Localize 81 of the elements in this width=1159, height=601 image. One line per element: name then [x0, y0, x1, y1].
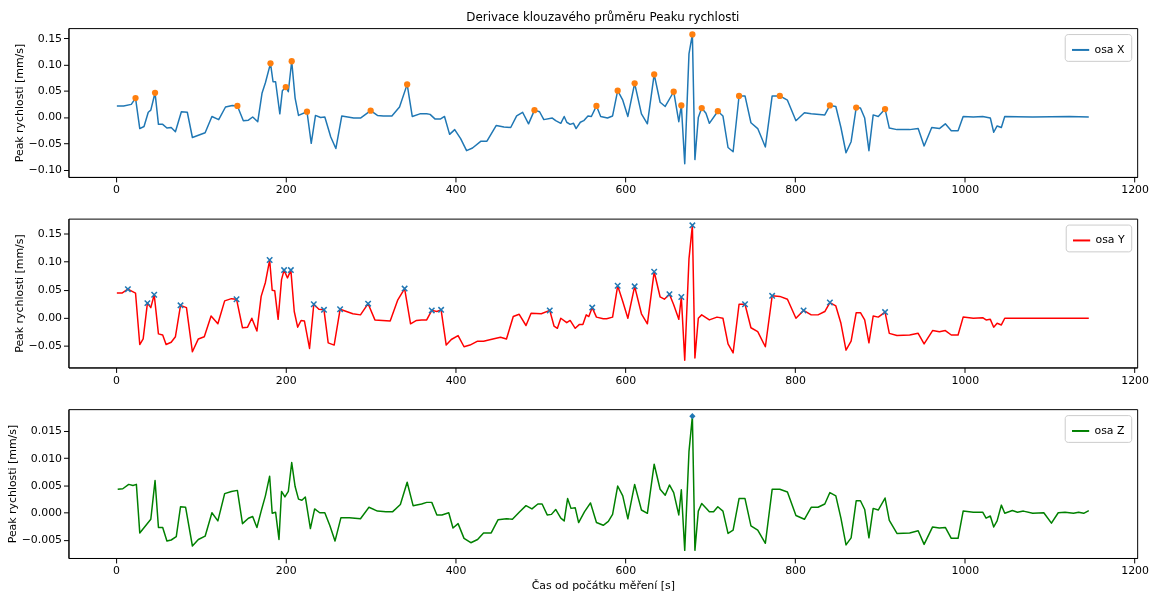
x-tick-label: 600	[615, 564, 637, 578]
point	[678, 102, 685, 109]
point	[280, 266, 288, 274]
point	[631, 282, 639, 290]
x-tick-label: 0	[113, 373, 121, 387]
point	[776, 92, 783, 100]
line-series	[116, 415, 1090, 552]
point	[287, 266, 295, 274]
y-tick-label: 0.010	[30, 451, 63, 465]
y-tick-label: −0.05	[28, 339, 63, 353]
x-tick-label: 1000	[951, 564, 980, 578]
point	[404, 81, 411, 88]
x-tick-label: 1200	[1121, 183, 1150, 197]
x-tick-label: 0	[113, 564, 121, 578]
legend-label: osa Y	[1095, 233, 1125, 247]
x-axis-title: Čas od počátku měření [s]	[531, 579, 675, 593]
x-tick-label: 200	[275, 183, 297, 197]
point	[881, 308, 889, 316]
point	[234, 102, 241, 110]
point	[714, 108, 721, 115]
point	[531, 107, 538, 114]
x-tick-label: 1200	[1121, 564, 1150, 578]
x-tick-label: 1200	[1121, 373, 1150, 387]
point	[132, 94, 139, 102]
point	[367, 107, 374, 114]
point	[853, 104, 860, 111]
x-tick-label: 800	[785, 564, 807, 578]
y-tick-label: 0.15	[37, 227, 63, 241]
x-tick-label: 0	[113, 183, 121, 197]
point	[267, 60, 274, 67]
point	[688, 221, 696, 229]
y-tick-label: 0.05	[37, 283, 63, 297]
y-tick-label: 0.005	[30, 478, 63, 492]
y-tick-label: 0.10	[37, 255, 63, 269]
x-tick-label: 1000	[951, 373, 980, 387]
y-tick-label: 0.015	[30, 424, 63, 438]
point	[124, 285, 132, 293]
y-axis-title: Peak rychlosti [mm/s]	[12, 234, 26, 353]
point	[689, 31, 696, 38]
point	[151, 89, 159, 96]
y-tick-label: 0.00	[37, 311, 63, 325]
line-series	[116, 224, 1090, 361]
y-tick-label: 0.05	[37, 84, 63, 98]
x-tick-label: 400	[445, 564, 467, 578]
y-tick-label: 0.15	[37, 31, 63, 45]
point	[670, 88, 677, 95]
legend-label: osa Z	[1094, 423, 1125, 437]
point	[303, 108, 311, 115]
y-axis-title: Peak rychlosti [mm/s]	[5, 424, 19, 544]
point	[881, 105, 889, 113]
x-tick-label: 800	[785, 373, 807, 387]
x-tick-label: 1000	[951, 183, 980, 197]
y-tick-label: 0.10	[37, 57, 63, 71]
x-tick-label: 200	[275, 373, 297, 387]
y-tick-label: −0.05	[28, 136, 63, 150]
y-tick-label: 0.00	[37, 110, 63, 124]
point	[651, 71, 658, 78]
point	[631, 80, 638, 87]
x-tick-label: 800	[785, 183, 807, 197]
x-tick-label: 400	[445, 373, 467, 387]
point	[735, 92, 743, 100]
point	[826, 102, 834, 109]
y-tick-label: −0.10	[28, 163, 63, 177]
y-tick-label: −0.005	[21, 533, 63, 547]
x-tick-label: 600	[615, 183, 637, 197]
point	[282, 83, 289, 91]
point	[800, 306, 808, 314]
point	[310, 300, 318, 308]
point	[401, 285, 409, 293]
y-tick-label: 0.000	[30, 506, 63, 520]
x-tick-label: 600	[615, 373, 637, 387]
chart-title: Derivace klouzavého průměru Peaku rychlosti	[466, 10, 740, 25]
legend-label: osa X	[1094, 42, 1126, 56]
x-tick-label: 200	[275, 564, 297, 578]
y-axis-title: Peak rychlosti [mm/s]	[12, 43, 26, 163]
point	[288, 58, 295, 65]
point	[593, 102, 600, 110]
point	[768, 292, 776, 300]
point	[614, 87, 621, 94]
point	[698, 104, 705, 112]
x-tick-label: 400	[445, 183, 467, 197]
